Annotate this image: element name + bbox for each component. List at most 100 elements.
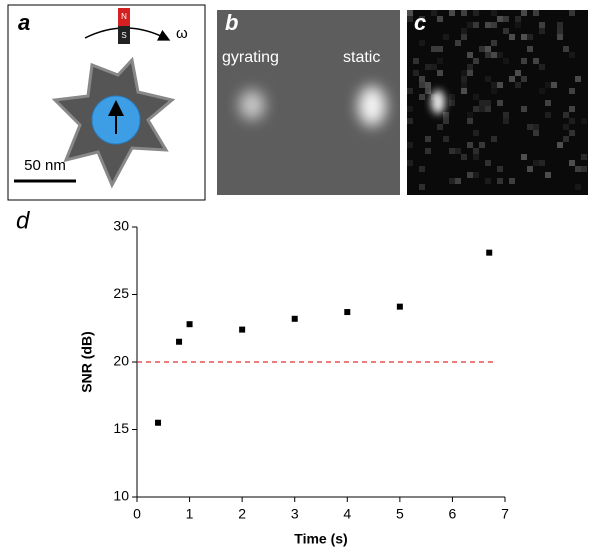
noise-pixel: [515, 22, 521, 28]
noise-pixel: [473, 130, 479, 136]
noise-pixel: [527, 166, 533, 172]
noise-pixel: [569, 10, 575, 16]
noise-pixel: [539, 64, 545, 70]
noise-pixel: [503, 112, 509, 118]
noise-pixel: [557, 28, 563, 34]
noise-pixel: [563, 46, 569, 52]
noise-pixel: [539, 28, 545, 34]
noise-pixel: [443, 136, 449, 142]
noise-pixel: [449, 178, 455, 184]
noise-pixel: [539, 88, 545, 94]
noise-pixel: [455, 148, 461, 154]
noise-pixel: [449, 10, 455, 16]
noise-pixel: [515, 82, 521, 88]
static-label: static: [343, 49, 380, 66]
noise-pixel: [521, 58, 527, 64]
noise-pixel: [431, 46, 437, 52]
x-tick-label: 5: [396, 506, 404, 522]
noise-pixel: [491, 52, 497, 58]
noise-pixel: [569, 106, 575, 112]
noise-pixel: [581, 166, 587, 172]
x-tick-label: 3: [291, 506, 299, 522]
noise-pixel: [479, 46, 485, 52]
omega: ω: [176, 25, 188, 42]
noise-pixel: [545, 172, 551, 178]
noise-pixel: [413, 70, 419, 76]
noise-pixel: [491, 88, 497, 94]
y-tick-label: 25: [113, 285, 129, 301]
noise-pixel: [443, 118, 449, 124]
noise-pixel: [575, 76, 581, 82]
point: [186, 321, 193, 328]
noise-pixel: [437, 124, 443, 130]
noise-pixel: [515, 16, 521, 22]
noise-pixel: [563, 124, 569, 130]
noise-pixel: [563, 112, 569, 118]
noise-pixel: [569, 52, 575, 58]
noise-pixel: [407, 16, 413, 22]
noise-pixel: [497, 82, 503, 88]
noise-pixel: [533, 130, 539, 136]
noise-pixel: [545, 112, 551, 118]
gyrating-spot-filtered: [431, 90, 445, 114]
noise-pixel: [425, 82, 431, 88]
noise-pixel: [491, 10, 497, 16]
x-tick-label: 6: [449, 506, 457, 522]
noise-pixel: [467, 172, 473, 178]
noise-pixel: [527, 46, 533, 52]
magnet-s-label: S: [121, 31, 126, 40]
noise-pixel: [443, 112, 449, 118]
noise-pixel: [527, 34, 533, 40]
noise-pixel: [491, 136, 497, 142]
noise-pixel: [407, 160, 413, 166]
noise-pixel: [473, 94, 479, 100]
noise-pixel: [467, 22, 473, 28]
noise-pixel: [575, 184, 581, 190]
noise-pixel: [485, 178, 491, 184]
noise-pixel: [557, 142, 563, 148]
noise-pixel: [479, 106, 485, 112]
noise-pixel: [473, 172, 479, 178]
y-tick-label: 15: [113, 420, 129, 436]
noise-pixel: [461, 28, 467, 34]
noise-pixel: [491, 22, 497, 28]
noise-pixel: [569, 160, 575, 166]
noise-pixel: [485, 106, 491, 112]
noise-pixel: [581, 118, 587, 124]
noise-pixel: [407, 88, 413, 94]
noise-pixel: [473, 10, 479, 16]
noise-pixel: [461, 70, 467, 76]
point: [291, 315, 298, 322]
noise-pixel: [425, 148, 431, 154]
noise-pixel: [437, 16, 443, 22]
noise-pixel: [503, 28, 509, 34]
point: [155, 419, 162, 426]
noise-pixel: [545, 82, 551, 88]
noise-pixel: [419, 184, 425, 190]
panel-label: d: [16, 207, 30, 234]
noise-pixel: [425, 64, 431, 70]
x-tick-label: 1: [186, 506, 194, 522]
noise-pixel: [569, 88, 575, 94]
noise-pixel: [455, 178, 461, 184]
noise-pixel: [497, 16, 503, 22]
noise-pixel: [497, 178, 503, 184]
noise-pixel: [437, 70, 443, 76]
noise-pixel: [449, 100, 455, 106]
noise-pixel: [479, 100, 485, 106]
noise-pixel: [533, 160, 539, 166]
noise-pixel: [509, 178, 515, 184]
noise-pixel: [473, 106, 479, 112]
noise-pixel: [419, 76, 425, 82]
noise-pixel: [425, 88, 431, 94]
noise-pixel: [545, 100, 551, 106]
x-tick-label: 4: [343, 506, 351, 522]
x-tick-label: 0: [133, 506, 141, 522]
noise-pixel: [479, 142, 485, 148]
magnet-n-label: N: [121, 12, 127, 21]
noise-pixel: [485, 160, 491, 166]
noise-pixel: [467, 70, 473, 76]
y-tick-label: 20: [113, 353, 129, 369]
noise-pixel: [467, 52, 473, 58]
